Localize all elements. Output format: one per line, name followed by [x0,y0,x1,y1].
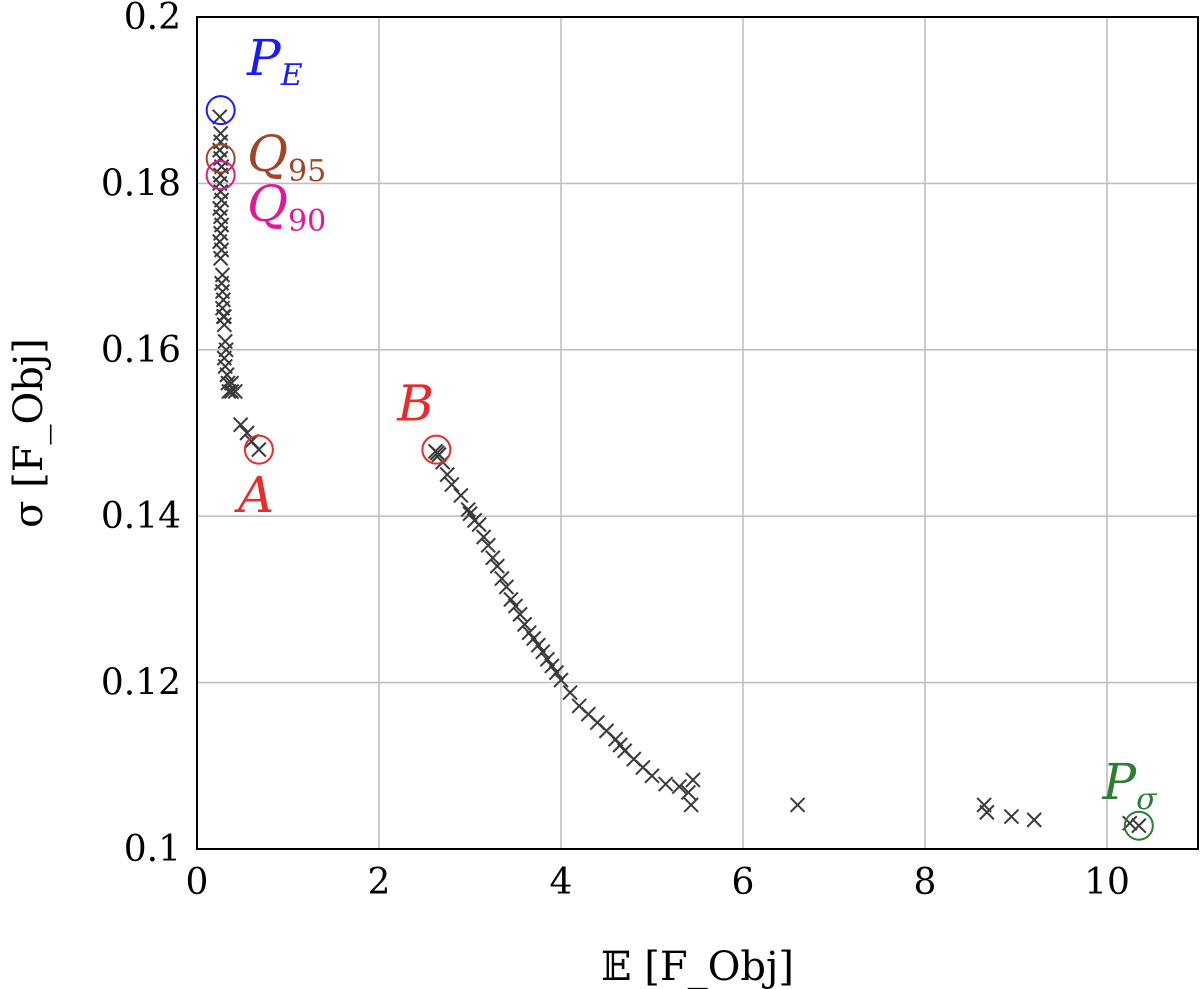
data-point [507,598,524,614]
data-point [498,579,515,595]
data-point [212,109,228,125]
y-tick-label: 0.18 [101,163,181,204]
x-tick-labels: 0 2 4 6 8 10 [186,862,1130,903]
x-tick-label: 8 [914,862,937,903]
y-axis-label: σ [F_Obj] [6,338,52,528]
annotation-label: B [396,375,434,433]
data-point [539,651,556,668]
y-tick-label: 0.12 [101,663,181,704]
annotation-label: A [234,466,274,524]
y-tick-label: 0.14 [101,496,181,537]
data-point [562,684,578,701]
data-point [489,558,506,574]
highlight-circle [243,434,274,465]
plot-frame [196,16,1199,850]
data-point [460,501,476,518]
data-point [223,383,240,400]
data-point [462,505,478,522]
data-point [251,441,267,458]
data-point [431,446,447,463]
data-point [644,768,660,784]
highlight-circle [205,143,236,174]
data-point [1003,808,1020,825]
y-tick-label: 0.1 [124,829,181,870]
data-point [789,797,806,813]
data-point [979,804,995,821]
x-tick-label: 6 [732,862,755,903]
y-tick-label: 0.16 [101,330,181,371]
data-point [494,570,510,587]
data-point [544,658,560,674]
x-axis-label: 𝔼 [F_Obj] [601,944,794,989]
y-tick-label: 0.2 [124,0,181,38]
data-point [683,797,699,813]
data-point [512,606,528,623]
data-point [212,250,229,266]
data-point [227,383,243,400]
annotation-label: PE [246,29,303,93]
data-point [475,529,492,545]
data-point [657,776,674,792]
x-tick-label: 10 [1084,862,1130,903]
data-point [232,416,249,433]
highlight-circle [205,95,236,126]
data-point [535,644,551,660]
data-point [444,476,460,493]
data-point [216,317,233,333]
y-tick-labels: 0.1 0.12 0.14 0.16 0.18 0.2 [101,0,181,870]
data-point [685,772,701,788]
highlight-circle [421,434,452,465]
highlight-circle [205,160,236,191]
data-point [530,637,546,653]
data-point [680,784,697,801]
data-point [1131,817,1147,834]
data-point [516,616,533,633]
grid-lines [197,17,1198,849]
data-point [671,778,688,795]
highlight-circle [1123,810,1154,841]
x-tick-label: 0 [186,862,209,903]
data-point [503,591,519,608]
data-point [453,487,469,504]
annotation-label: Q95 [247,125,326,189]
data-point [553,672,569,688]
annotation-label: Pσ [1101,753,1158,817]
data-point [1026,812,1042,828]
data-point [221,383,237,400]
x-tick-label: 4 [550,862,573,903]
data-point [548,664,565,681]
annotation-label: Q90 [247,175,326,239]
x-tick-label: 2 [368,862,391,903]
data-point [525,630,542,647]
data-point [485,550,501,566]
data-point [480,537,496,554]
data-point [471,516,487,533]
data-point [439,466,455,483]
